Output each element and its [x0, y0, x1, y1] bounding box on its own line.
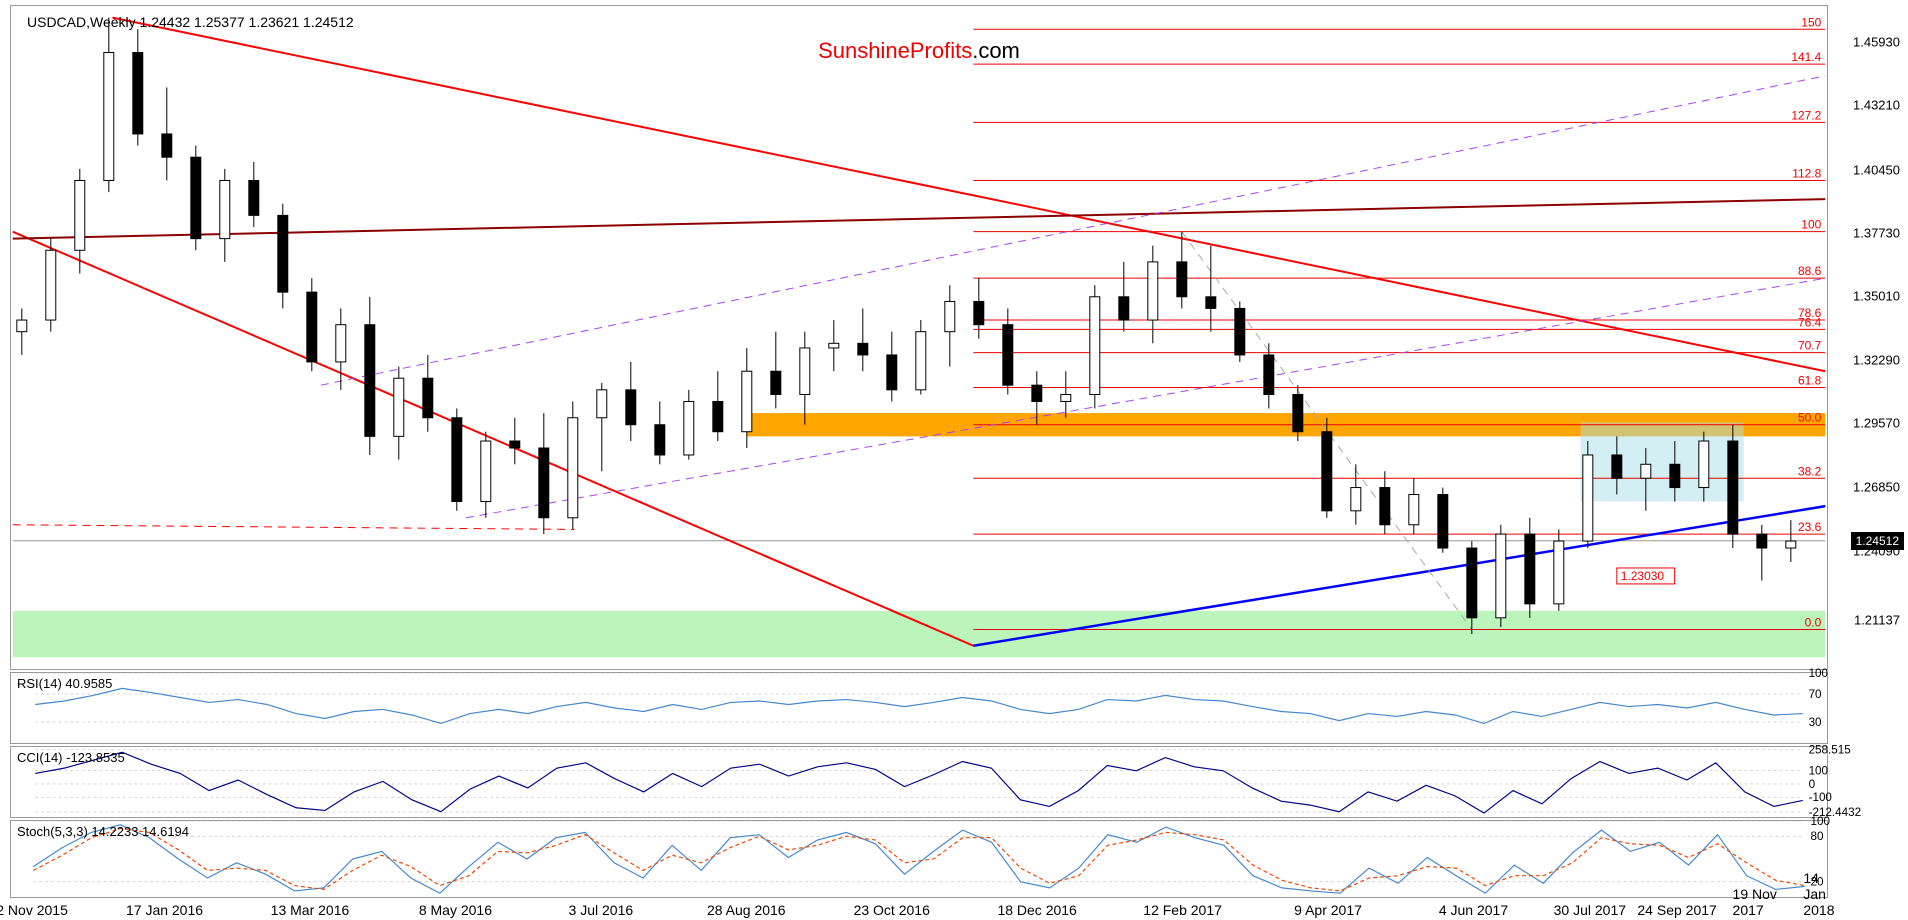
stoch-label: Stoch(5,3,3) 14.2233 14.6194: [17, 824, 189, 839]
svg-text:-212.4432: -212.4432: [1809, 806, 1862, 819]
stoch-svg: 2080100: [11, 821, 1827, 897]
svg-text:150: 150: [1801, 15, 1821, 29]
cci-panel[interactable]: CCI(14) -123.8535 -212.4432-1000100258.5…: [10, 746, 1828, 818]
svg-text:0: 0: [1809, 778, 1816, 791]
svg-text:100: 100: [1801, 218, 1821, 232]
svg-text:80: 80: [1811, 830, 1825, 843]
stoch-panel[interactable]: Stoch(5,3,3) 14.2233 14.6194 2080100: [10, 820, 1828, 898]
chart-svg: 150 141.4 127.2 112.8 100 88.6 78.676.4 70.7 61.…: [11, 6, 1827, 669]
watermark: SunshineProfits.com: [818, 38, 1020, 64]
main-price-chart[interactable]: USDCAD,Weekly 1.24432 1.25377 1.23621 1.…: [10, 5, 1828, 670]
x-axis: 22 Nov 201517 Jan 201613 Mar 20168 May 2…: [10, 900, 1828, 920]
svg-text:258.515: 258.515: [1809, 744, 1851, 757]
svg-text:141.4: 141.4: [1791, 50, 1821, 64]
svg-text:70: 70: [1809, 688, 1822, 701]
rsi-panel[interactable]: RSI(14) 40.9585 3070100: [10, 672, 1828, 744]
svg-text:0.0: 0.0: [1805, 615, 1822, 629]
svg-text:-100: -100: [1809, 791, 1833, 804]
svg-text:100: 100: [1809, 765, 1829, 778]
y-axis: 1.211371.240901.268501.295701.322901.350…: [1830, 5, 1908, 670]
watermark-part1: SunshineProfits: [818, 38, 972, 63]
svg-text:50.0: 50.0: [1798, 411, 1822, 425]
svg-text:1.23030: 1.23030: [1621, 569, 1665, 583]
svg-text:61.8: 61.8: [1798, 374, 1822, 388]
ohlc-label: 1.24432 1.25377 1.23621 1.24512: [140, 14, 354, 30]
svg-text:38.2: 38.2: [1798, 464, 1822, 478]
svg-text:70.7: 70.7: [1798, 339, 1822, 353]
chart-header: USDCAD,Weekly 1.24432 1.25377 1.23621 1.…: [27, 14, 354, 30]
svg-text:88.6: 88.6: [1798, 264, 1822, 278]
rsi-label: RSI(14) 40.9585: [17, 676, 112, 691]
svg-text:112.8: 112.8: [1792, 166, 1821, 180]
cci-svg: -212.4432-1000100258.515: [11, 747, 1827, 817]
svg-text:78.6: 78.6: [1798, 306, 1822, 320]
svg-text:127.2: 127.2: [1791, 108, 1821, 122]
symbol-label: USDCAD,Weekly: [27, 14, 136, 30]
chart-container: USDCAD,Weekly 1.24432 1.25377 1.23621 1.…: [0, 0, 1908, 920]
watermark-part2: .com: [972, 38, 1020, 63]
svg-text:30: 30: [1809, 716, 1822, 729]
rsi-svg: 3070100: [11, 673, 1827, 743]
svg-text:76.4: 76.4: [1798, 315, 1822, 329]
cci-label: CCI(14) -123.8535: [17, 750, 125, 765]
svg-text:23.6: 23.6: [1798, 520, 1822, 534]
